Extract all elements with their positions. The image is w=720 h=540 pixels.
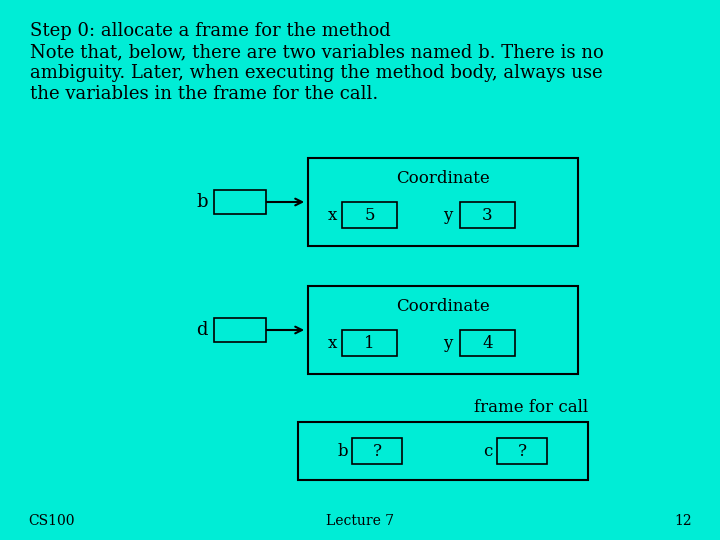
Bar [460,202,515,228]
Bar [352,438,402,464]
Bar [497,438,547,464]
Text: b: b [338,442,348,460]
Bar [214,190,266,214]
Bar [460,330,515,356]
Text: Coordinate: Coordinate [396,170,490,187]
Text: 1: 1 [364,335,375,352]
Text: c: c [484,442,493,460]
Bar [308,286,578,374]
Text: x: x [328,335,337,352]
Text: x: x [328,207,337,224]
Text: Lecture 7: Lecture 7 [326,514,394,528]
Bar [298,422,588,480]
Text: Coordinate: Coordinate [396,298,490,315]
Text: 3: 3 [482,207,492,224]
Text: CS100: CS100 [28,514,74,528]
Text: 4: 4 [482,335,492,352]
Bar [342,202,397,228]
Text: b: b [197,193,208,211]
Text: y: y [444,207,453,224]
Text: ambiguity. Later, when executing the method body, always use: ambiguity. Later, when executing the met… [30,64,603,82]
Text: ?: ? [372,442,382,460]
Text: 5: 5 [364,207,374,224]
Text: y: y [444,335,453,352]
Text: Note that, below, there are two variables named b. There is no: Note that, below, there are two variable… [30,43,604,61]
Text: the variables in the frame for the call.: the variables in the frame for the call. [30,85,378,103]
Text: Step 0: allocate a frame for the method: Step 0: allocate a frame for the method [30,22,391,40]
Bar [308,158,578,246]
Text: d: d [197,321,208,339]
Bar [214,318,266,342]
Text: frame for call: frame for call [474,399,588,416]
Bar [342,330,397,356]
Text: 12: 12 [675,514,692,528]
Text: ?: ? [518,442,526,460]
